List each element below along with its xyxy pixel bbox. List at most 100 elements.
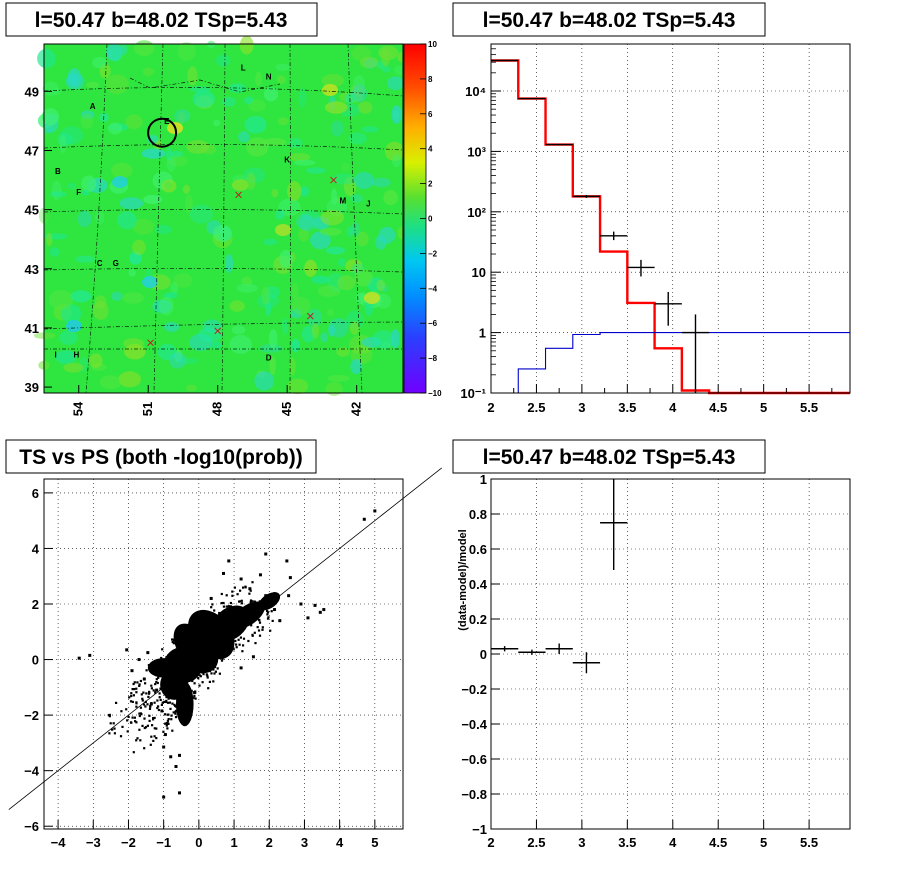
- scatter-halo-point: [148, 707, 152, 710]
- scatter-halo-point: [171, 638, 174, 641]
- heatmap-texture-blob: [178, 357, 199, 365]
- scatter-halo-point: [251, 581, 254, 584]
- scatter-halo-point: [179, 644, 182, 647]
- scatter-halo-point: [219, 644, 222, 647]
- scatter-x-tick-label: 4: [336, 835, 344, 850]
- scatter-x-tick-label: 1: [230, 835, 237, 850]
- scatter-halo-point: [153, 716, 156, 719]
- heatmap-texture-blob: [351, 222, 361, 237]
- heatmap-texture-blob: [259, 344, 283, 353]
- scatter-halo-point: [257, 629, 261, 632]
- colorbar-tick-label: −6: [428, 319, 438, 328]
- heatmap-texture-blob: [304, 259, 317, 277]
- scatter-x-tick-label: −2: [121, 835, 136, 850]
- scatter-halo-point: [163, 713, 167, 716]
- heatmap-source-label: H: [74, 351, 80, 360]
- heatmap-contour-line: [43, 144, 404, 151]
- scatter-halo-point: [132, 751, 135, 754]
- scatter-halo-point: [152, 739, 155, 742]
- scatter-halo-point: [208, 680, 211, 683]
- heatmap-texture-blob: [111, 291, 123, 301]
- heatmap-texture-blob: [222, 96, 236, 107]
- heatmap-texture-blob: [317, 285, 341, 298]
- scatter-halo-point: [140, 693, 143, 696]
- scatter-point: [162, 745, 166, 749]
- residuals-frame: [490, 478, 851, 830]
- heatmap-x-tick-label: 45: [279, 402, 294, 416]
- scatter-halo-point: [126, 730, 129, 733]
- residuals-y-tick-label: 0.8: [469, 507, 487, 522]
- heatmap-texture-blob: [354, 268, 373, 287]
- heatmap-texture-blob: [332, 173, 355, 185]
- residuals-x-tick-label: 2.5: [527, 835, 545, 850]
- scatter-halo-point: [168, 701, 171, 704]
- scatter-halo-point: [228, 633, 231, 636]
- scatter-halo-point: [174, 710, 177, 713]
- spectrum-y-tick-label: 10: [472, 265, 486, 280]
- scatter-halo-point: [198, 684, 201, 687]
- scatter-halo-point: [207, 687, 210, 690]
- heatmap-texture-blob: [211, 341, 222, 350]
- scatter-halo-point: [227, 629, 230, 632]
- heatmap-texture-blob: [99, 375, 122, 390]
- residuals-x-tick-label: 2: [487, 835, 494, 850]
- scatter-halo-point: [216, 667, 219, 670]
- scatter-halo-point: [233, 622, 237, 625]
- heatmap-texture-blob: [372, 330, 395, 349]
- spectrum-background-histogram: [491, 332, 850, 394]
- heatmap-hotspot: [142, 276, 158, 288]
- scatter-point: [264, 552, 268, 556]
- scatter-x-tick-label: 2: [266, 835, 273, 850]
- heatmap-texture-blob: [325, 381, 343, 396]
- scatter-halo-point: [159, 687, 162, 690]
- scatter-halo-point: [148, 714, 151, 717]
- scatter-halo-point: [152, 718, 155, 721]
- heatmap-texture-blob: [298, 228, 309, 242]
- scatter-halo-point: [178, 655, 181, 658]
- heatmap-texture-blob: [92, 56, 107, 69]
- scatter-halo-point: [240, 599, 243, 602]
- scatter-point: [287, 594, 291, 598]
- scatter-halo-point: [213, 627, 216, 630]
- scatter-halo-point: [181, 668, 184, 671]
- scatter-halo-point: [175, 693, 178, 696]
- heatmap-texture-blob: [232, 179, 249, 191]
- scatter-halo-point: [192, 696, 195, 699]
- scatter-halo-point: [202, 673, 205, 676]
- scatter-halo-point: [254, 642, 257, 645]
- scatter-halo-point: [119, 735, 123, 738]
- scatter-halo-point: [249, 599, 253, 602]
- scatter-halo-point: [224, 632, 227, 636]
- heatmap-title: l=50.47 b=48.02 TSp=5.43: [35, 9, 288, 32]
- scatter-halo-point: [142, 703, 146, 706]
- colorbar-tick-label: 0: [428, 215, 433, 224]
- heatmap-texture-blob: [383, 190, 398, 206]
- scatter-halo-point: [165, 656, 168, 659]
- heatmap-texture-blob: [236, 283, 258, 293]
- scatter-halo-point: [238, 643, 241, 646]
- scatter-point: [202, 613, 206, 617]
- scatter-halo-point: [186, 639, 189, 642]
- scatter-halo-point: [139, 706, 142, 709]
- scatter-halo-point: [143, 747, 146, 750]
- scatter-halo-point: [193, 682, 196, 685]
- heatmap-texture-blob: [294, 159, 316, 166]
- scatter-halo-point: [176, 691, 179, 694]
- heatmap-texture-blob: [300, 210, 320, 220]
- scatter-halo-point: [196, 635, 199, 638]
- scatter-x-ticks: −4 −3 −2 −1 0 1 2 3 4 5: [51, 820, 378, 850]
- scatter-halo-point: [208, 621, 211, 624]
- scatter-halo-point: [183, 671, 186, 674]
- scatter-halo-point: [241, 650, 244, 653]
- scatter-halo-point: [121, 725, 124, 728]
- scatter-halo-point: [247, 607, 250, 611]
- scatter-halo-point: [173, 651, 176, 654]
- scatter-halo-point: [181, 645, 184, 648]
- scatter-halo-point: [194, 690, 197, 693]
- scatter-halo-point: [266, 613, 269, 616]
- scatter-halo-point: [165, 724, 168, 727]
- heatmap-source-label: E: [164, 117, 170, 126]
- scatter-halo-point: [157, 705, 160, 708]
- scatter-halo-point: [199, 675, 202, 678]
- spectrum-y-ticks: 10⁻¹ 1 10 10² 10³ 10⁴: [460, 43, 501, 401]
